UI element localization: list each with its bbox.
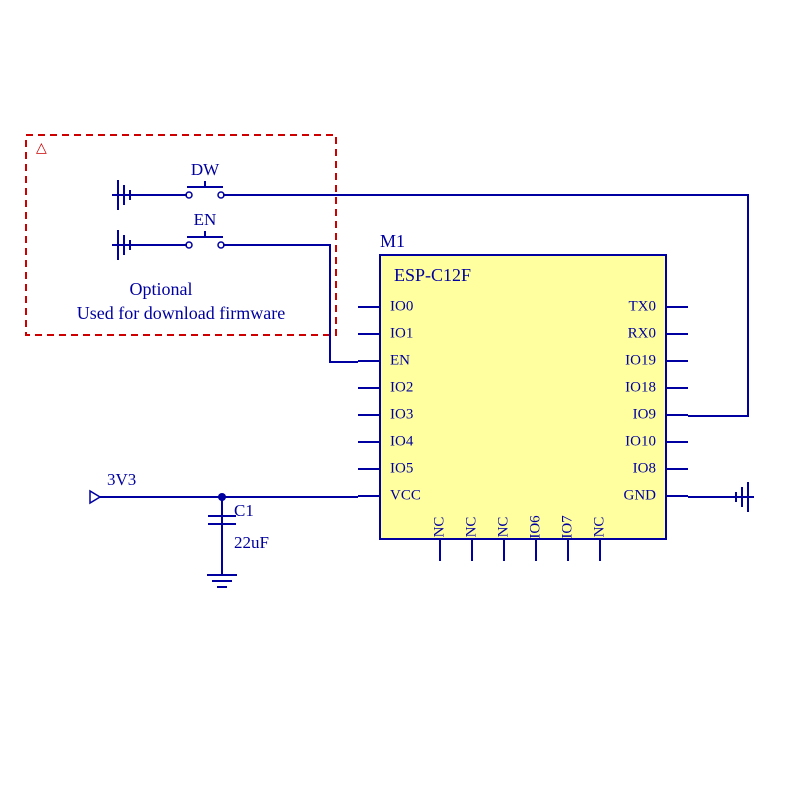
svg-text:IO3: IO3	[390, 406, 413, 422]
svg-text:IO18: IO18	[625, 379, 656, 395]
svg-text:NC: NC	[495, 517, 511, 538]
svg-text:VCC: VCC	[390, 487, 421, 503]
svg-text:IO1: IO1	[390, 325, 413, 341]
svg-text:NC: NC	[463, 517, 479, 538]
svg-text:M1: M1	[380, 231, 405, 251]
svg-text:EN: EN	[194, 210, 217, 229]
svg-text:DW: DW	[191, 160, 220, 179]
svg-text:Used for download firmware: Used for download firmware	[77, 303, 285, 323]
svg-text:IO8: IO8	[633, 460, 656, 476]
svg-text:IO7: IO7	[559, 515, 575, 539]
svg-text:C1: C1	[234, 501, 254, 520]
svg-text:IO2: IO2	[390, 379, 413, 395]
svg-text:IO9: IO9	[633, 406, 656, 422]
svg-text:Optional: Optional	[130, 279, 193, 299]
schematic-canvas: △ Optional Used for download firmware M1 ESP…	[0, 0, 800, 800]
svg-text:TX0: TX0	[629, 298, 657, 314]
svg-text:IO0: IO0	[390, 298, 413, 314]
svg-text:EN: EN	[390, 352, 410, 368]
marker-icon: △	[36, 141, 47, 156]
svg-text:IO5: IO5	[390, 460, 413, 476]
svg-text:IO6: IO6	[527, 515, 543, 539]
svg-text:IO19: IO19	[625, 352, 656, 368]
svg-text:NC: NC	[591, 517, 607, 538]
svg-text:NC: NC	[431, 517, 447, 538]
svg-text:3V3: 3V3	[107, 470, 136, 489]
svg-text:22uF: 22uF	[234, 533, 269, 552]
svg-text:IO10: IO10	[625, 433, 656, 449]
svg-text:GND: GND	[624, 487, 657, 503]
svg-text:ESP-C12F: ESP-C12F	[394, 265, 471, 285]
svg-text:IO4: IO4	[390, 433, 414, 449]
svg-text:RX0: RX0	[628, 325, 656, 341]
